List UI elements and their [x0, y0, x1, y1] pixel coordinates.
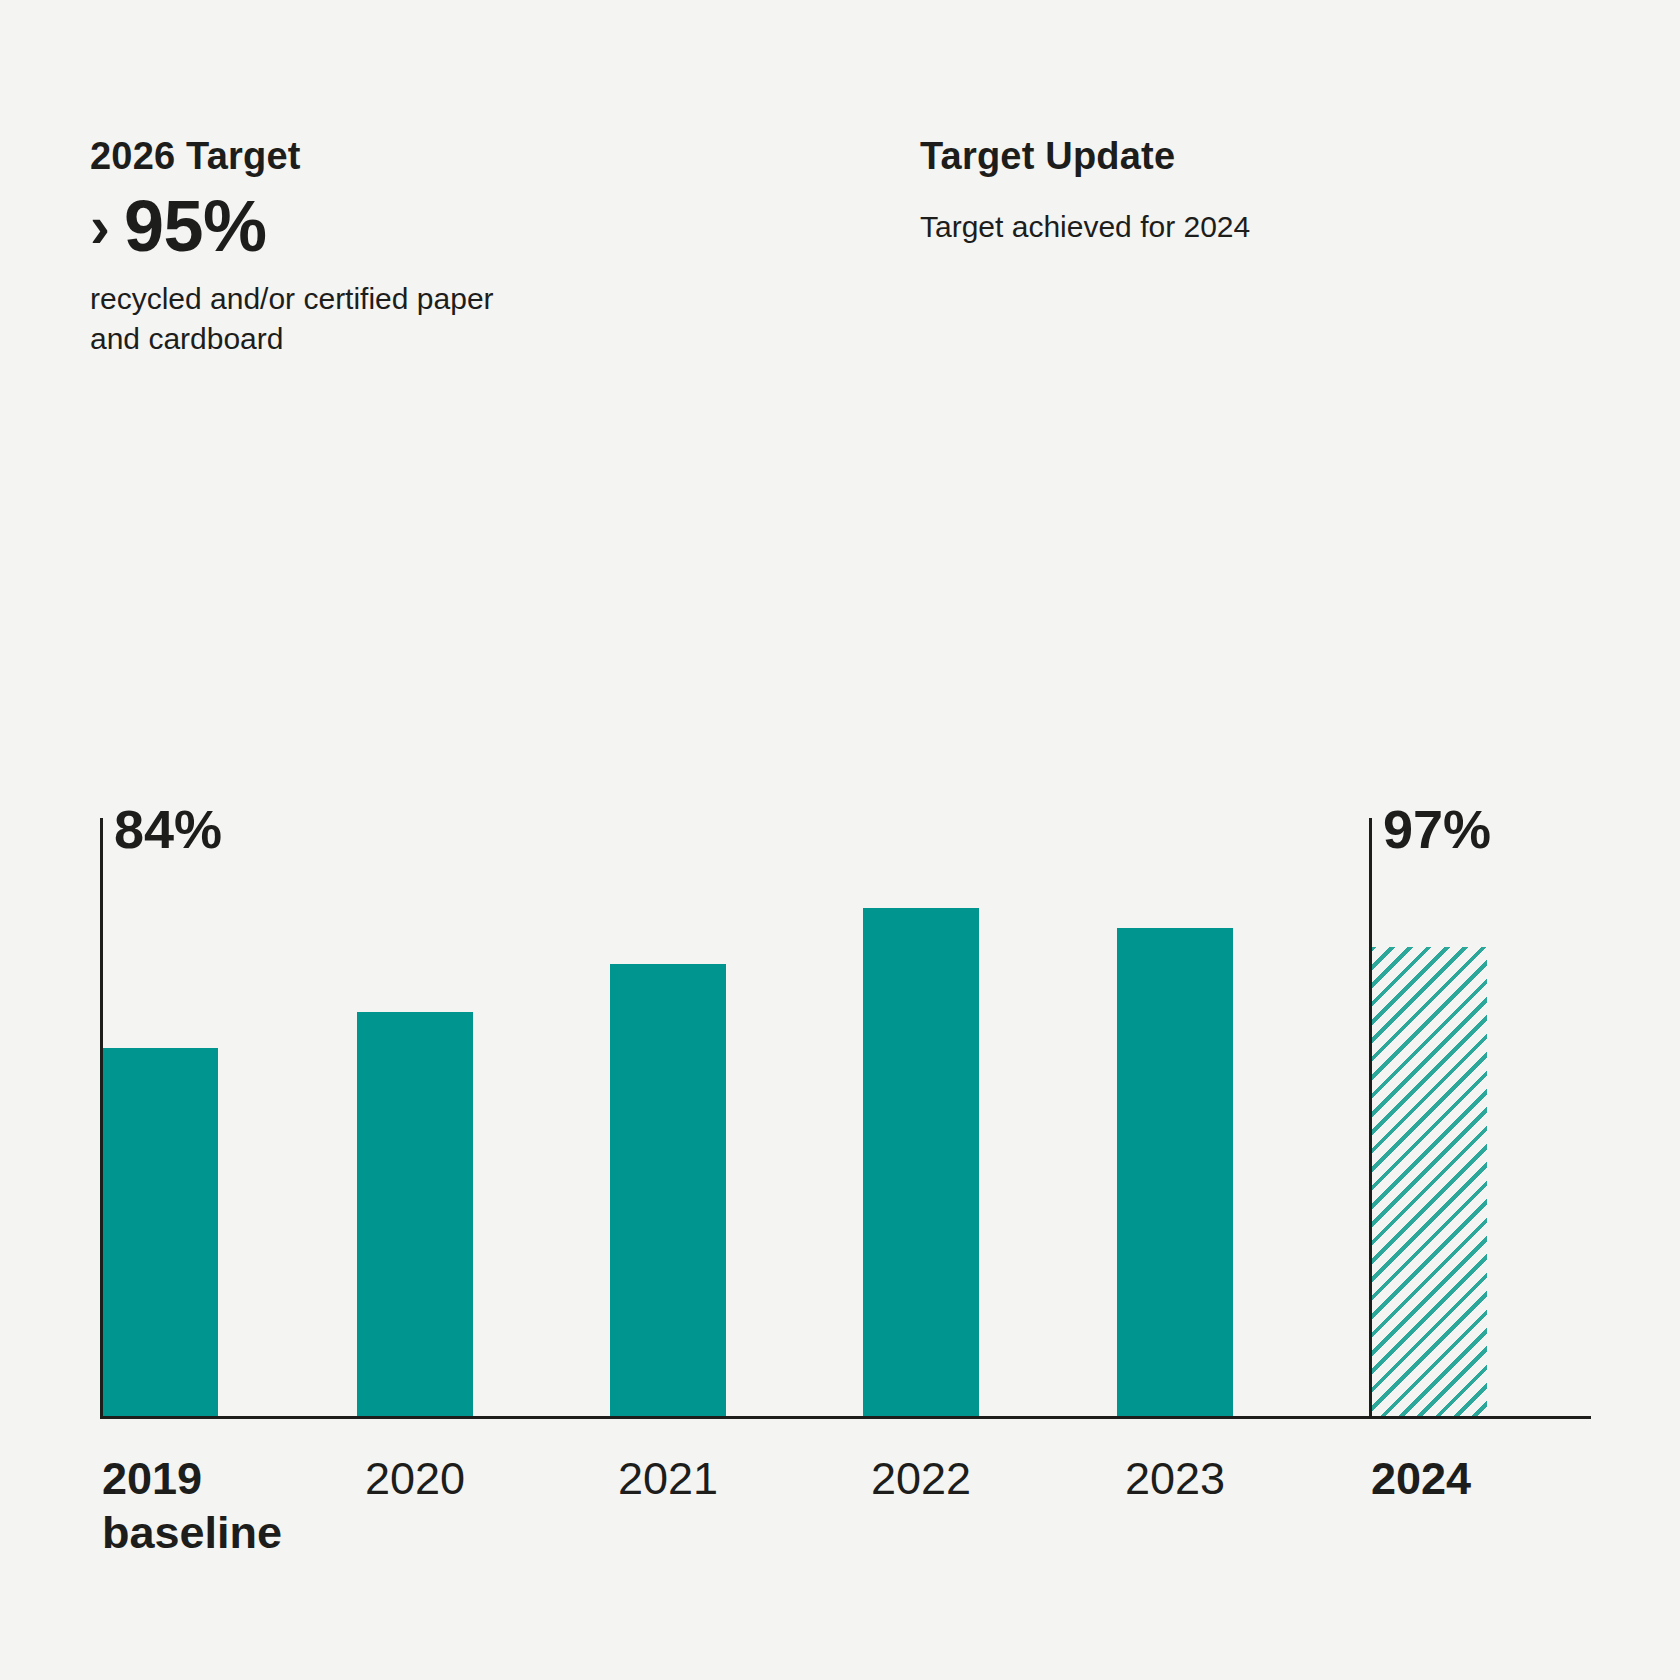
bar-2021 [610, 964, 726, 1417]
value-label-2019: 84% [114, 802, 222, 856]
value-label-2024: 97% [1383, 802, 1491, 856]
x-axis [100, 1416, 1591, 1419]
x-tick-2021: 2021 [618, 1452, 718, 1506]
bar-2023 [1117, 928, 1233, 1417]
bar-chart: 84% 2019 baseline 2020 2021 2022 2023 97% 2024 [0, 0, 1680, 1680]
bar-2024 [1371, 947, 1487, 1417]
bar-2022 [863, 908, 979, 1417]
bar-2020 [357, 1012, 473, 1417]
y-axis-right [1369, 818, 1372, 1417]
x-tick-2022: 2022 [871, 1452, 971, 1506]
x-tick-2020: 2020 [365, 1452, 465, 1506]
x-tick-2024: 2024 [1371, 1452, 1471, 1506]
infographic-canvas: 2026 Target › 95% recycled and/or certif… [0, 0, 1680, 1680]
bar-2019 [102, 1048, 218, 1417]
x-tick-2023: 2023 [1125, 1452, 1225, 1506]
y-axis-left [100, 818, 103, 1417]
x-tick-2019: 2019 baseline [102, 1452, 282, 1560]
